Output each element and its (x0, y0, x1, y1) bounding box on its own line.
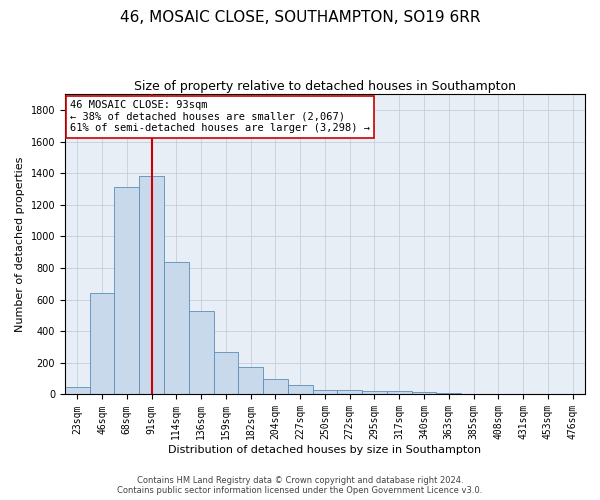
Bar (214, 352, 238, 395)
Text: 46, MOSAIC CLOSE, SOUTHAMPTON, SO19 6RR: 46, MOSAIC CLOSE, SOUTHAMPTON, SO19 6RR (120, 10, 480, 25)
Bar (362, 390, 387, 394)
X-axis label: Distribution of detached houses by size in Southampton: Distribution of detached houses by size … (169, 445, 482, 455)
Y-axis label: Number of detached properties: Number of detached properties (15, 156, 25, 332)
Text: 46 MOSAIC CLOSE: 93sqm
← 38% of detached houses are smaller (2,067)
61% of semi-: 46 MOSAIC CLOSE: 93sqm ← 38% of detached… (70, 100, 370, 134)
Bar (65, 386, 89, 394)
Bar (139, 176, 164, 394)
Bar (89, 294, 115, 394)
Bar (387, 392, 412, 394)
Bar (189, 310, 214, 394)
Bar (412, 392, 436, 394)
Bar (436, 393, 461, 394)
Title: Size of property relative to detached houses in Southampton: Size of property relative to detached ho… (134, 80, 516, 93)
Bar (238, 367, 263, 394)
Bar (288, 385, 313, 394)
Bar (263, 378, 288, 394)
Bar (313, 390, 337, 394)
Bar (164, 262, 189, 394)
Bar (115, 188, 139, 394)
Bar (337, 390, 362, 394)
Text: Contains HM Land Registry data © Crown copyright and database right 2024.
Contai: Contains HM Land Registry data © Crown c… (118, 476, 482, 495)
